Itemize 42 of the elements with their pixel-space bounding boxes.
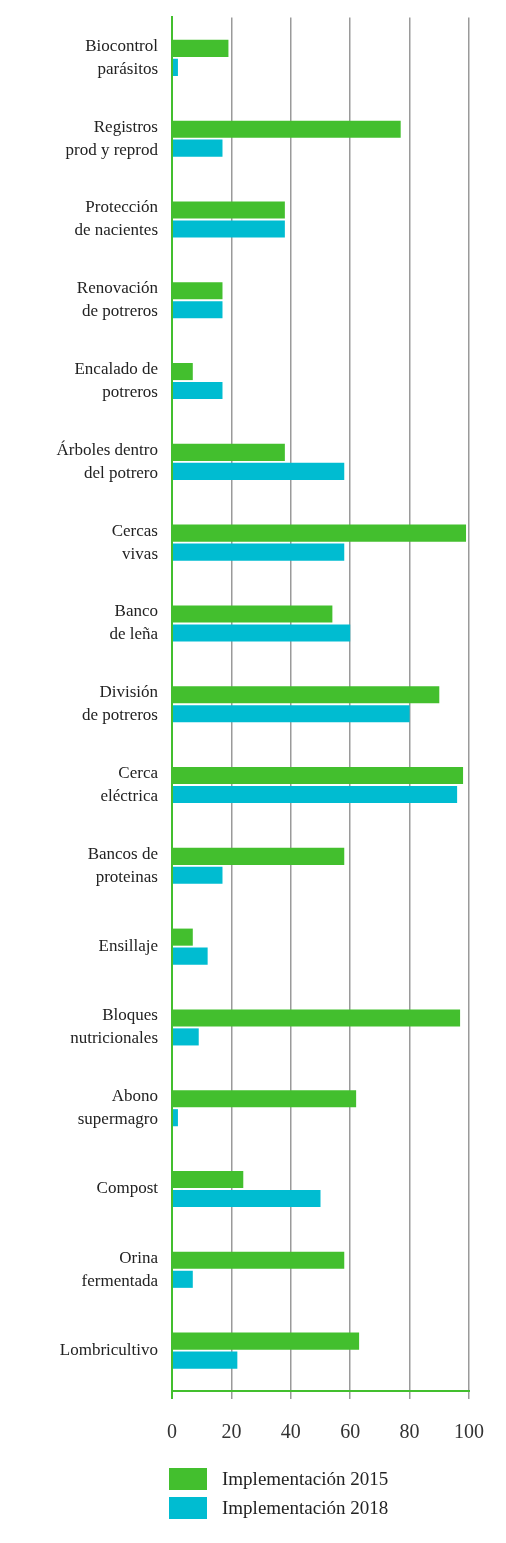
- bar: [173, 1189, 321, 1208]
- y-tick-label: Bloques nutricionales: [70, 1005, 158, 1048]
- x-tick-label: 0: [167, 1420, 177, 1443]
- bar: [173, 624, 351, 642]
- y-tick-label: Protección de nacientes: [74, 197, 159, 240]
- y-tick-label: Encalado de potreros: [74, 359, 158, 401]
- y-tick-label: Ensillaje: [98, 936, 158, 956]
- y-tick-label: Lombricultivo: [59, 1340, 158, 1360]
- bar: [173, 382, 223, 400]
- x-tick-label: 40: [280, 1420, 301, 1443]
- y-tick-label: Árboles dentro del potrero: [56, 439, 158, 482]
- bar: [173, 1028, 199, 1046]
- bar: [173, 139, 223, 157]
- bar: [173, 543, 345, 561]
- x-tick-label: 100: [454, 1420, 484, 1443]
- y-tick-label: Cerca eléctrica: [100, 763, 159, 805]
- y-tick-label: Bancos de proteinas: [87, 843, 158, 886]
- bar: [173, 220, 285, 238]
- legend-label: Implementación 2018: [222, 1496, 389, 1518]
- y-tick-label: Orina fermentada: [81, 1247, 159, 1290]
- y-tick-label: Cercas vivas: [111, 520, 158, 563]
- x-tick-label: 80: [399, 1420, 420, 1443]
- bar: [173, 58, 178, 76]
- bar: [173, 1270, 193, 1288]
- y-tick-label: Registros prod y reprod: [65, 116, 159, 159]
- x-tick-label: 60: [340, 1420, 361, 1443]
- bar: [173, 947, 208, 965]
- y-tick-label: Renovación de potreros: [76, 278, 159, 321]
- bar: [173, 1351, 238, 1369]
- x-tick-label: 20: [221, 1420, 242, 1443]
- y-tick-label: Compost: [96, 1178, 159, 1198]
- y-tick-label: División de potreros: [81, 682, 159, 725]
- bar: [173, 301, 223, 319]
- y-tick-label: Biocontrol parásitos: [85, 35, 159, 78]
- bar: [173, 462, 345, 480]
- bar: [173, 705, 410, 723]
- y-tick-label: Abono supermagro: [77, 1086, 158, 1129]
- bar: [173, 866, 223, 884]
- bar: [173, 785, 458, 804]
- bar: [173, 1109, 178, 1127]
- y-tick-label: Banco de leña: [109, 601, 159, 644]
- legend-label: Implementación 2015: [222, 1467, 389, 1489]
